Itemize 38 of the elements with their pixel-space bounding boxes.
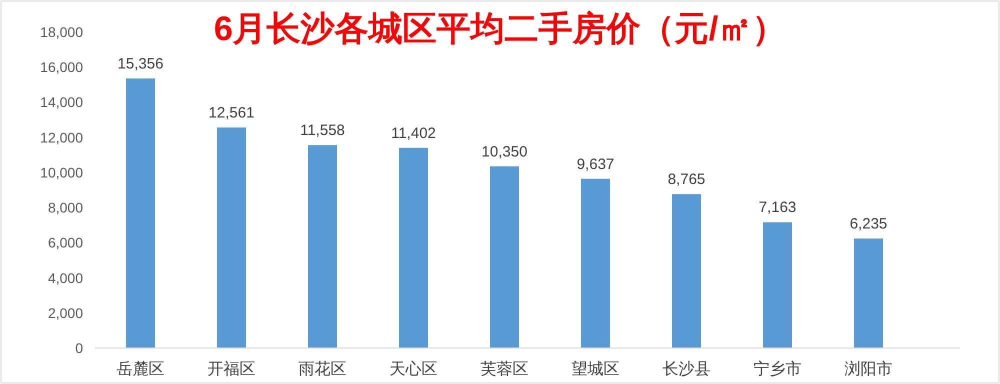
bar bbox=[126, 78, 155, 348]
y-tick-label: 2,000 bbox=[48, 304, 84, 321]
y-tick-label: 4,000 bbox=[48, 270, 84, 286]
data-label: 12,561 bbox=[208, 104, 254, 122]
bar bbox=[763, 222, 792, 348]
x-tick-label: 宁乡市 bbox=[754, 360, 802, 378]
bar bbox=[217, 127, 246, 348]
data-label: 8,765 bbox=[668, 171, 706, 188]
data-label: 11,558 bbox=[300, 122, 345, 140]
y-tick-label: 12,000 bbox=[40, 129, 84, 146]
x-tick-label: 浏阳市 bbox=[844, 360, 892, 378]
x-tick-label: 岳麓区 bbox=[116, 360, 164, 378]
x-tick-label: 天心区 bbox=[390, 360, 438, 378]
data-label: 15,356 bbox=[118, 55, 164, 72]
x-tick-label: 开福区 bbox=[208, 360, 256, 378]
y-tick-label: 0 bbox=[75, 340, 84, 356]
x-tick-label: 长沙县 bbox=[662, 360, 710, 378]
bar bbox=[399, 148, 428, 348]
y-tick-label: 18,000 bbox=[40, 24, 84, 40]
y-tick-label: 16,000 bbox=[40, 59, 84, 76]
y-tick-label: 6,000 bbox=[48, 234, 84, 251]
y-tick-label: 10,000 bbox=[40, 164, 84, 180]
x-tick-label: 芙蓉区 bbox=[480, 360, 528, 378]
bar bbox=[308, 145, 337, 348]
data-label: 6,235 bbox=[850, 216, 888, 233]
y-tick-label: 8,000 bbox=[48, 200, 84, 216]
data-label: 9,637 bbox=[576, 156, 614, 173]
x-tick-label: 雨花区 bbox=[298, 360, 346, 378]
x-tick-label: 望城区 bbox=[572, 360, 620, 378]
data-label: 10,350 bbox=[482, 143, 528, 160]
bar bbox=[854, 238, 883, 348]
chart-title: 6月长沙各城区平均二手房价（元/㎡） bbox=[214, 10, 786, 48]
y-tick-label: 14,000 bbox=[40, 94, 84, 110]
bar bbox=[581, 178, 610, 348]
data-label: 11,402 bbox=[391, 124, 436, 142]
bar bbox=[490, 166, 519, 348]
bar bbox=[672, 194, 701, 348]
data-label: 7,163 bbox=[758, 199, 796, 216]
